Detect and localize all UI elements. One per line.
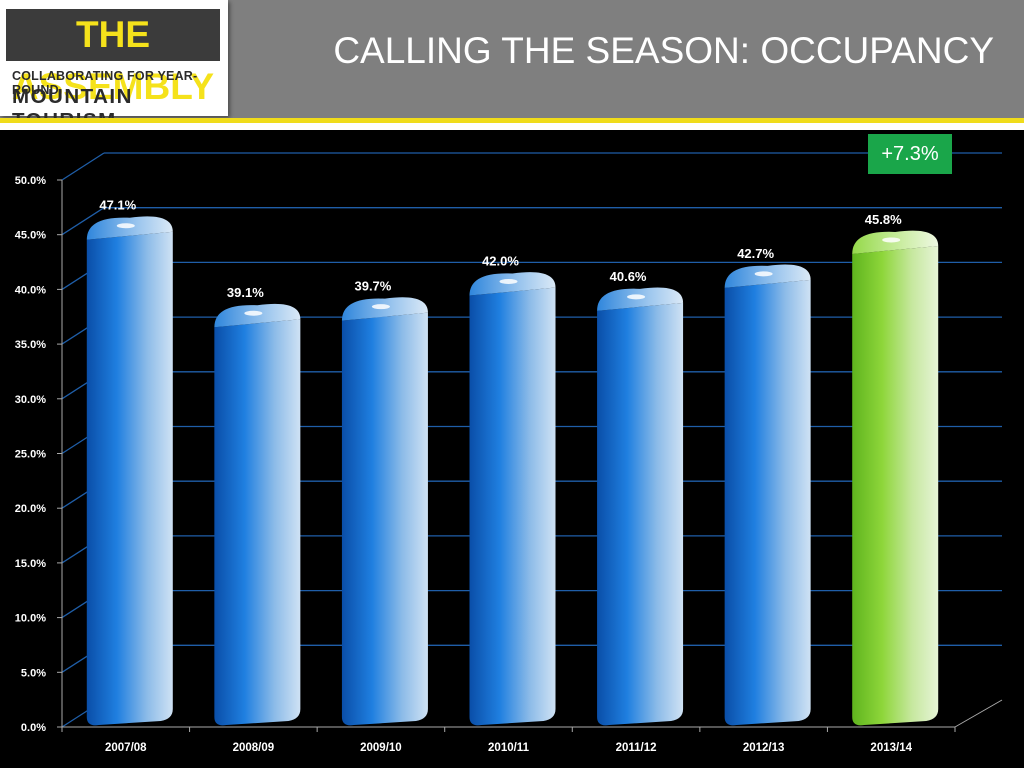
- gridline-diagonal: [61, 207, 105, 236]
- bar-cap: [341, 297, 428, 321]
- x-tick-label: 2012/13: [743, 742, 785, 754]
- bar-highlight: [371, 304, 390, 310]
- bar-body: [597, 302, 684, 726]
- bar-cap: [597, 287, 684, 311]
- data-label: 39.7%: [354, 279, 391, 294]
- occupancy-chart: 0.0% 5.0% 10.0% 15.0% 20.0% 25.0% 30.0% 35.0% 40…: [15, 152, 1003, 754]
- y-tick-label: 10.0%: [15, 613, 46, 625]
- x-tick-label: 2009/10: [360, 742, 402, 754]
- bar-cap: [469, 272, 556, 296]
- bar-cap: [86, 216, 173, 240]
- bar-cap: [724, 264, 811, 288]
- y-tick-label: 40.0%: [15, 284, 46, 296]
- y-tick-label: 45.0%: [15, 230, 46, 242]
- bar: [341, 297, 428, 726]
- bar-highlight: [627, 294, 646, 300]
- bar-body: [469, 287, 556, 726]
- bar-highlight: [754, 271, 773, 277]
- bar-body: [86, 231, 173, 726]
- chart-axes: [57, 179, 1003, 732]
- header-divider-white: [0, 123, 1024, 130]
- x-tick-label: 2007/08: [105, 742, 147, 754]
- bar: [469, 272, 556, 726]
- y-tick-label: 30.0%: [15, 394, 46, 406]
- bar-body: [341, 312, 428, 726]
- bar-highlight: [244, 310, 263, 316]
- logo-title: THE ASSEMBLY: [6, 9, 220, 107]
- data-label: 39.1%: [227, 285, 264, 300]
- x-tick-label: 2013/14: [870, 742, 912, 754]
- header-divider-yellow: [0, 118, 1024, 123]
- y-tick-label: 5.0%: [21, 667, 46, 679]
- page-title: CALLING THE SEASON: OCCUPANCY: [333, 30, 994, 71]
- bar: [86, 216, 173, 726]
- bar-body: [724, 279, 811, 726]
- y-tick-label: 20.0%: [15, 503, 46, 515]
- bar: [724, 264, 811, 726]
- bar-cap: [852, 230, 939, 254]
- data-label: 40.6%: [610, 269, 647, 284]
- bar-highlight: [882, 237, 901, 243]
- y-tick-label: 25.0%: [15, 449, 46, 461]
- x-tick-label: 2011/12: [616, 742, 657, 754]
- header-bar: THE ASSEMBLY COLLABORATING FOR YEAR-ROUN…: [0, 0, 1024, 132]
- x-axis-depth: [954, 699, 1003, 728]
- logo-tagline: COLLABORATING FOR YEAR-ROUND: [12, 69, 198, 97]
- data-label: 42.7%: [737, 246, 774, 261]
- bar: [852, 230, 939, 726]
- gridline-diagonal: [61, 152, 105, 181]
- data-label: 47.1%: [99, 198, 136, 213]
- x-tick-label: 2010/11: [488, 742, 530, 754]
- bar-cap: [214, 303, 301, 328]
- bar: [597, 287, 684, 726]
- bar-body: [214, 319, 301, 726]
- data-label: 45.8%: [865, 212, 902, 227]
- data-label: 42.0%: [482, 254, 519, 269]
- chart-labels: 0.0% 5.0% 10.0% 15.0% 20.0% 25.0% 30.0% 35.0% 40…: [15, 175, 913, 754]
- logo: THE ASSEMBLY COLLABORATING FOR YEAR-ROUN…: [0, 0, 228, 132]
- bar-body: [852, 245, 939, 726]
- y-tick-label: 0.0%: [21, 722, 46, 734]
- y-tick-label: 50.0%: [15, 175, 46, 187]
- bar-highlight: [499, 279, 518, 285]
- change-callout: +7.3%: [868, 134, 952, 174]
- y-tick-label: 15.0%: [15, 558, 46, 570]
- x-tick-label: 2008/09: [233, 742, 275, 754]
- bar-highlight: [116, 223, 135, 229]
- chart-bars: [86, 216, 939, 726]
- y-tick-label: 35.0%: [15, 339, 46, 351]
- bar: [214, 303, 301, 726]
